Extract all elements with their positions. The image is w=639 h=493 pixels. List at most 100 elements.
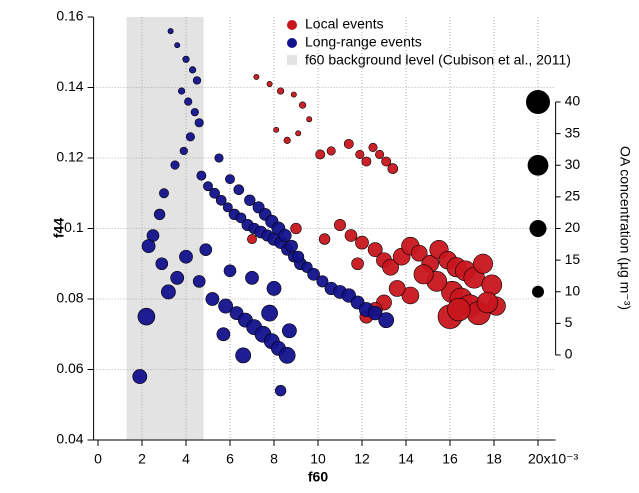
- y-tick-label: 0.16: [56, 8, 83, 24]
- point: [261, 304, 278, 322]
- x-tick-label: 4: [182, 451, 190, 467]
- point: [290, 91, 297, 98]
- y-axis-label: f44: [51, 218, 67, 238]
- point: [282, 323, 297, 339]
- point: [344, 229, 358, 242]
- point: [137, 307, 156, 326]
- y2-tick-label: 5: [565, 314, 573, 330]
- point: [413, 264, 434, 285]
- point: [203, 181, 213, 192]
- point: [223, 264, 237, 278]
- y2-tick-label: 40: [565, 93, 581, 109]
- point: [178, 87, 186, 95]
- point: [273, 126, 280, 133]
- point: [233, 184, 245, 196]
- point: [368, 142, 378, 152]
- point: [245, 270, 259, 285]
- point: [278, 347, 296, 364]
- point: [292, 250, 305, 263]
- legend-marker: [287, 38, 297, 48]
- point: [447, 297, 471, 322]
- point: [334, 218, 346, 231]
- y2-axis-label: OA concentration (µg m⁻³): [617, 146, 633, 310]
- point: [199, 243, 213, 256]
- point: [196, 170, 207, 181]
- point: [132, 369, 148, 384]
- point: [225, 174, 235, 185]
- y2-tick-label: 20: [565, 219, 581, 235]
- point: [401, 286, 420, 305]
- y-tick-label: 0.14: [56, 78, 83, 94]
- x-tick-label: 6: [226, 451, 234, 467]
- y-tick-label: 0.06: [56, 360, 83, 376]
- point: [368, 305, 383, 321]
- y-tick-label: 0.08: [56, 290, 83, 306]
- point: [174, 42, 181, 49]
- point: [159, 188, 169, 199]
- x-tick-label: 10: [310, 451, 326, 467]
- point: [235, 212, 247, 224]
- point: [182, 55, 190, 63]
- x-tick-label: 20x10⁻³: [528, 451, 579, 467]
- point: [387, 163, 399, 174]
- point: [141, 239, 156, 253]
- x-axis-label: f60: [308, 469, 328, 485]
- point: [153, 208, 166, 221]
- point: [179, 146, 188, 156]
- point: [410, 244, 428, 262]
- point: [361, 156, 372, 167]
- point: [473, 253, 493, 274]
- x-tick-label: 14: [398, 451, 414, 467]
- x-tick-label: 8: [270, 451, 278, 467]
- point: [388, 280, 406, 297]
- point: [235, 347, 252, 364]
- point: [285, 239, 298, 253]
- point: [244, 194, 256, 206]
- point: [290, 222, 302, 235]
- legend-marker: [287, 55, 297, 65]
- point: [278, 228, 292, 243]
- x-tick-label: 16: [442, 451, 458, 467]
- point: [155, 257, 169, 271]
- x-tick-label: 18: [486, 451, 502, 467]
- point: [382, 258, 399, 276]
- y-tick-label: 0.1: [64, 219, 84, 235]
- point: [315, 149, 326, 160]
- point: [343, 138, 354, 149]
- point: [481, 274, 503, 296]
- point: [184, 97, 193, 106]
- y-tick-label: 0.12: [56, 149, 83, 165]
- point: [326, 146, 336, 156]
- legend-label: Long-range events: [305, 34, 422, 50]
- legend-label: Local events: [305, 16, 384, 32]
- x-tick-label: 2: [138, 451, 146, 467]
- point: [190, 108, 199, 117]
- point: [216, 327, 231, 342]
- x-tick-label: 12: [354, 451, 370, 467]
- point: [381, 156, 392, 167]
- legend-marker: [287, 20, 297, 30]
- size-legend-bubble: [532, 285, 544, 298]
- point: [283, 136, 291, 144]
- y2-tick-label: 15: [565, 251, 581, 267]
- point: [318, 233, 331, 245]
- legend-label: f60 background level (Cubison et al., 20…: [305, 52, 571, 68]
- y2-tick-label: 30: [565, 156, 581, 172]
- point: [214, 153, 224, 163]
- point: [476, 291, 499, 314]
- point: [192, 275, 206, 288]
- point: [253, 73, 260, 80]
- point: [192, 76, 202, 85]
- point: [295, 130, 302, 137]
- point: [179, 249, 193, 264]
- y2-tick-label: 35: [565, 124, 581, 140]
- point: [205, 292, 220, 306]
- point: [167, 28, 174, 35]
- point: [170, 270, 185, 285]
- point: [277, 87, 285, 95]
- point: [378, 312, 395, 329]
- point: [161, 284, 176, 300]
- point: [375, 149, 385, 160]
- size-legend-bubble: [527, 154, 549, 176]
